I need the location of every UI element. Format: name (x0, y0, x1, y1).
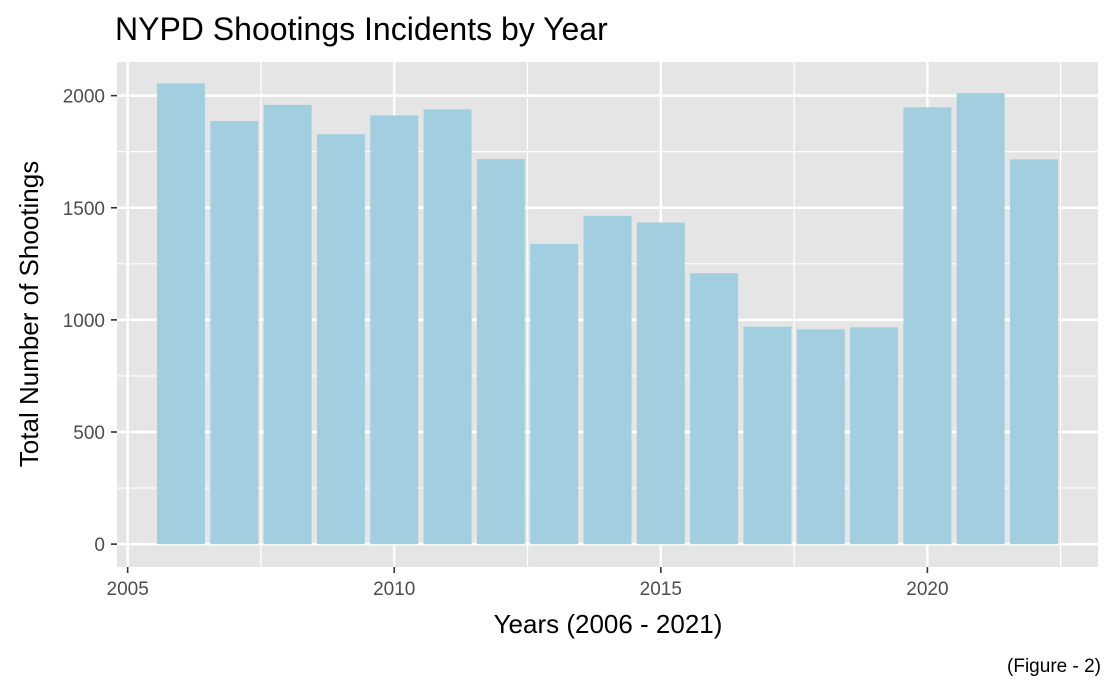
x-tick-label: 2005 (107, 579, 149, 600)
y-tick-label: 500 (73, 423, 105, 444)
x-axis-title: Years (2006 - 2021) (494, 609, 723, 639)
x-tick-label: 2020 (906, 579, 948, 600)
bar-2017 (743, 326, 792, 545)
bar-2006 (156, 83, 205, 545)
bar-2021 (956, 93, 1005, 545)
bar-2022 (1010, 159, 1059, 545)
bar-2010 (370, 115, 419, 545)
chart-title: NYPD Shootings Incidents by Year (115, 11, 608, 47)
y-tick-label: 1000 (63, 311, 105, 332)
bar-2013 (530, 243, 579, 545)
bar-2015 (636, 222, 685, 545)
y-axis-title: Total Number of Shootings (14, 161, 44, 467)
bars (156, 83, 1059, 545)
bar-2008 (263, 104, 312, 545)
bar-2009 (316, 134, 365, 545)
x-axis-ticks: 2005 2010 2015 2020 (107, 567, 949, 600)
bar-2014 (583, 215, 632, 545)
bar-2016 (690, 273, 739, 545)
y-tick-label: 0 (94, 535, 105, 556)
x-tick-label: 2015 (640, 579, 682, 600)
bar-2011 (423, 109, 472, 545)
y-axis-ticks: 0 500 1000 1500 2000 (63, 87, 117, 556)
y-tick-label: 2000 (63, 87, 105, 108)
bar-2018 (796, 329, 845, 545)
y-tick-label: 1500 (63, 199, 105, 220)
figure-caption: (Figure - 2) (1007, 656, 1101, 677)
x-tick-label: 2010 (373, 579, 415, 600)
bar-2007 (210, 120, 259, 545)
bar-2012 (476, 159, 525, 545)
bar-2020 (903, 107, 952, 545)
bar-2019 (850, 327, 899, 545)
